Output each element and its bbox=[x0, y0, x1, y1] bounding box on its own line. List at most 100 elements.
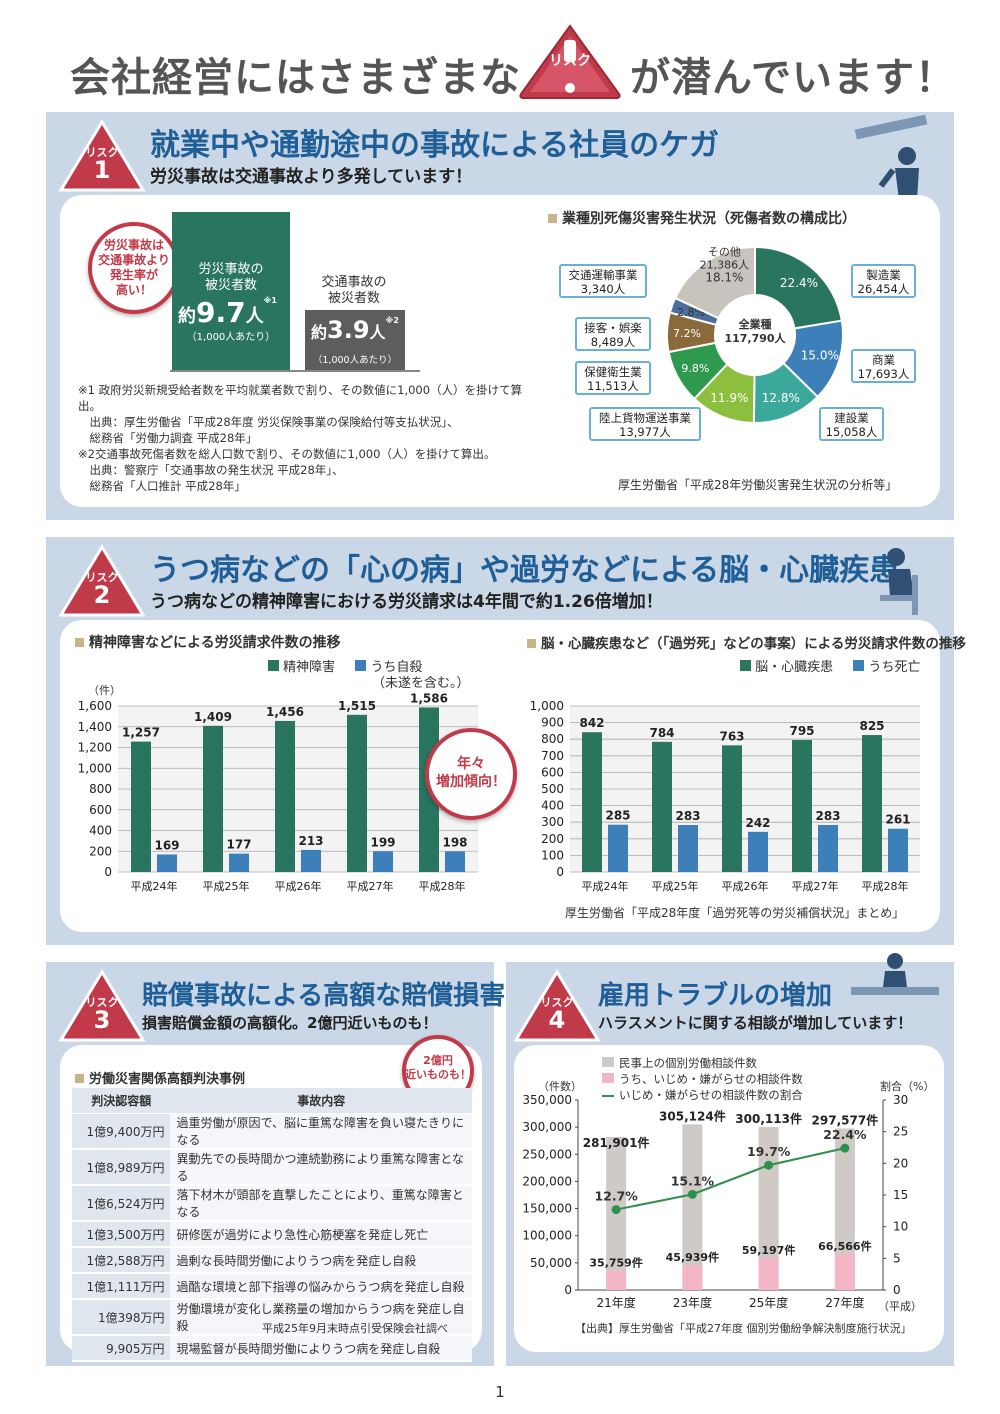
slice-pct: 18.1% bbox=[705, 271, 743, 285]
legend-label: うち自殺 bbox=[370, 660, 423, 675]
risk1-triangle-icon bbox=[58, 119, 146, 192]
note-line: ※1 政府労災新規受給者数を平均就業者数で割り、その数値に1,000（人）を掛け… bbox=[78, 383, 523, 413]
award-amount: 1億9,400万円 bbox=[72, 1113, 171, 1150]
page-title-left: 会社経営にはさまざまな bbox=[70, 55, 521, 101]
mental-y-unit: （件） bbox=[88, 684, 121, 697]
callout-label: 製造業 bbox=[866, 268, 901, 282]
bar-label: 1,456 bbox=[266, 705, 304, 719]
y2-tick-label: 5 bbox=[893, 1251, 901, 1265]
table-header: 事故内容 bbox=[170, 1088, 472, 1114]
note-line: ※2交通事故死傷者数を総人口数で割り、その数値に1,000（人）を掛けて算出。 bbox=[78, 447, 496, 461]
risk4-card bbox=[514, 1045, 944, 1352]
bar bbox=[818, 825, 838, 872]
bar-label: 795 bbox=[789, 724, 814, 738]
bar-label: 213 bbox=[298, 834, 323, 848]
rate-point bbox=[764, 1160, 774, 1170]
rate-label: 19.7% bbox=[747, 1144, 791, 1159]
bar bbox=[608, 824, 628, 872]
risk-badge-label: リスク bbox=[549, 53, 591, 69]
bubble-line: 2億円 bbox=[423, 1054, 453, 1067]
legend-label: うち死亡 bbox=[868, 660, 921, 675]
pie-slice bbox=[673, 245, 756, 320]
bar bbox=[275, 720, 295, 872]
sec1-notes: ※1 政府労災新規受給者数を平均就業者数で割り、その数値に1,000（人）を掛け… bbox=[78, 382, 538, 494]
callout-box bbox=[851, 349, 916, 383]
legend-swatch bbox=[602, 1073, 614, 1083]
sec2-source: 厚生労働省「平成28年度「過労死等の労災補償状況」まとめ」 bbox=[565, 906, 905, 920]
office-desk-icon bbox=[851, 953, 939, 995]
y-tick-label: 500 bbox=[541, 782, 564, 796]
callout-box bbox=[575, 317, 651, 351]
case-description: 過酷な環境と部下指導の悩みからうつ病を発症し自殺 bbox=[170, 1273, 472, 1300]
sec3-source: 平成25年9月末時点引受保険会社調べ bbox=[262, 1322, 448, 1335]
callout-box bbox=[589, 407, 701, 441]
sec4-source: 【出典】厚生労働省「平成27年度 個別労働紛争解決制度施行状況」 bbox=[575, 1322, 912, 1335]
karoshi-claims-chart: 0 100 200 300 400 500 600 700 800 900 1,000 平成24年 84… bbox=[530, 699, 920, 893]
bar bbox=[229, 853, 249, 872]
consult-y2-unit: 割合（%） bbox=[880, 1080, 935, 1093]
consultation-chart: 0 50,000 100,000 150,000 200,000 250,000 300,0… bbox=[522, 1093, 908, 1310]
callout-box bbox=[559, 264, 647, 298]
case-description: 過剰な長時間労働によりうつ病を発症し自殺 bbox=[170, 1247, 472, 1274]
bar bbox=[347, 714, 367, 872]
callout-count: 3,340人 bbox=[581, 282, 626, 296]
x-tick-label: 23年度 bbox=[673, 1295, 712, 1310]
risk2-triangle-icon bbox=[58, 544, 146, 617]
risk2-subtitle: うつ病などの精神障害における労災請求は4年間で約1.26倍増加！ bbox=[150, 592, 663, 612]
slice-pct: 7.2% bbox=[673, 327, 701, 340]
bar-label: 261 bbox=[885, 813, 910, 827]
y-tick-label: 600 bbox=[89, 803, 112, 817]
legend-swatch bbox=[602, 1057, 614, 1067]
karoshi-legend: 脳・心臓疾患 うち死亡 bbox=[740, 656, 920, 675]
bar1-label: 被災者数 bbox=[204, 278, 257, 293]
x-tick-label: 25年度 bbox=[749, 1295, 788, 1310]
rate-point bbox=[840, 1143, 850, 1153]
bar-label: 198 bbox=[442, 835, 467, 849]
risk1-subtitle: 労災事故は交通事故より多発しています！ bbox=[150, 167, 473, 187]
risk1-title: 就業中や通勤途中の事故による社員のケガ bbox=[150, 128, 720, 163]
y2-tick-label: 0 bbox=[893, 1283, 901, 1297]
note-line: 総務省「労働力調査 平成28年」 bbox=[78, 431, 258, 445]
callout-box bbox=[575, 361, 651, 395]
bubble-line: 年々 bbox=[457, 756, 485, 772]
award-amount: 1億6,524万円 bbox=[72, 1185, 171, 1222]
callout-label: 商業 bbox=[872, 353, 895, 367]
legend-item: 民事上の個別労働相談件数 bbox=[602, 1055, 803, 1071]
y-tick-label: 50,000 bbox=[530, 1256, 572, 1270]
y2-tick-label: 30 bbox=[893, 1093, 908, 1107]
mental-claims-chart: 0 200 400 600 800 1,000 1,200 1,400 1,600 平成24年 1,… bbox=[78, 691, 478, 893]
bar1-label: 労災事故の bbox=[198, 262, 264, 277]
risk1-badge: リスク 1 bbox=[57, 118, 147, 196]
x-tick-label: 21年度 bbox=[596, 1295, 635, 1310]
legend-label: いじめ・嫌がらせの相談件数の割合 bbox=[619, 1088, 803, 1102]
bubble-line: 労災事故は bbox=[103, 238, 164, 252]
mental-legend: 精神障害 うち自殺 bbox=[268, 656, 422, 675]
bar bbox=[131, 741, 151, 872]
award-amount: 9,905万円 bbox=[72, 1335, 171, 1362]
x-tick-label: 平成25年 bbox=[203, 879, 250, 893]
y-tick-label: 1,200 bbox=[78, 741, 112, 755]
table-row: 1億398万円 労働環境が変化し業務量の増加からうつ病を発症し自殺 bbox=[72, 1299, 472, 1336]
bar-label: 1,257 bbox=[122, 726, 160, 740]
x-tick-label: 平成26年 bbox=[275, 879, 322, 893]
risk4-badge: リスク 4 bbox=[512, 968, 602, 1046]
bar-label: 1,409 bbox=[194, 710, 232, 724]
rate-label: 15.1% bbox=[671, 1173, 715, 1188]
bar bbox=[758, 1257, 779, 1290]
x-tick-label: 27年度 bbox=[825, 1295, 864, 1310]
bar-label: 763 bbox=[719, 729, 744, 743]
bar-baseline bbox=[170, 370, 420, 372]
bar2-per: （1,000人あたり） bbox=[312, 355, 398, 366]
bar-label: 283 bbox=[815, 809, 840, 823]
callout-count: 15,058人 bbox=[826, 425, 878, 439]
bar-label: 281,901件 bbox=[583, 1135, 650, 1150]
risk3-title: 賠償事故による高額な賠償損害 bbox=[142, 981, 506, 1011]
award-amount: 1億2,588万円 bbox=[72, 1247, 171, 1274]
bar-label: 300,113件 bbox=[735, 1111, 802, 1126]
risk3-badge: リスク 3 bbox=[57, 968, 147, 1046]
y-tick-label: 400 bbox=[89, 824, 112, 838]
award-amount: 1億8,989万円 bbox=[72, 1149, 171, 1186]
bar1-value-row: 約9.7人※1 bbox=[178, 296, 277, 329]
bar bbox=[834, 1253, 855, 1290]
